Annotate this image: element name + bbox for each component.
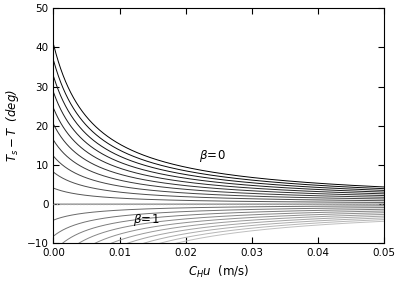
Text: $\beta\!=\!0$: $\beta\!=\!0$: [199, 148, 226, 164]
Text: $\beta\!=\!1$: $\beta\!=\!1$: [133, 212, 159, 228]
X-axis label: $C_H u$  (m/s): $C_H u$ (m/s): [188, 264, 250, 280]
Y-axis label: $T_s - T$  (deg): $T_s - T$ (deg): [4, 89, 21, 162]
